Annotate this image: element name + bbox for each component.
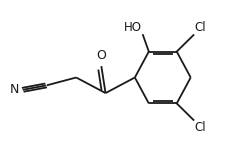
Text: HO: HO	[124, 21, 142, 33]
Text: Cl: Cl	[195, 21, 206, 33]
Text: N: N	[10, 83, 19, 96]
Text: O: O	[96, 49, 106, 62]
Text: Cl: Cl	[195, 122, 206, 134]
